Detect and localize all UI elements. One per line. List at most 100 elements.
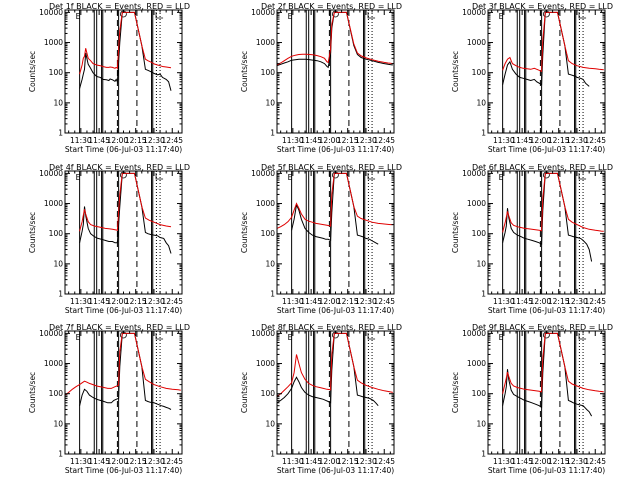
y-tick-label: 10 [265,419,275,428]
y-tick-label: 1000 [44,38,63,47]
panel-8: Det 8f BLACK = Events, RED = LLDE1101001… [240,323,402,475]
y-tick-label: 10 [53,419,63,428]
lld-series-line [65,332,181,396]
panel-7: Det 7f BLACK = Events, RED = LLDE1101001… [28,323,190,475]
start-glyph: E [288,173,293,182]
y-tick-label: 1 [270,129,275,138]
panel-1: Det 1f BLACK = Events, RED = LLDE1101001… [28,2,190,154]
start-glyph: E [288,12,293,21]
x-tick-label: 11:30 [70,136,92,145]
x-tick-label: 11:45 [88,457,110,466]
series-group [277,332,393,407]
y-axis: 1 10 100 1000 10000 [462,169,605,299]
plot-frame [64,170,183,295]
y-tick-label: 10000 [251,169,275,178]
y-tick-label: 10 [265,259,275,268]
y-tick-label: 1 [270,450,275,459]
time-markers [291,171,373,294]
x-tick-label: 12:45 [584,457,606,466]
lld-series-line [277,11,393,66]
start-glyph: E [499,12,504,21]
bracket-glyph [155,333,164,340]
lld-series-line [277,332,393,397]
x-tick-label: 12:15 [548,457,570,466]
y-tick-label: 10 [265,98,275,107]
y-tick-label: 10000 [462,8,486,17]
lld-series-line [277,172,393,229]
x-tick-label: 12:45 [584,136,606,145]
start-glyph: E [76,12,81,21]
x-axis-label: Start Time (06-Jul-03 11:17:40) [277,466,394,475]
x-tick-label: 12:15 [337,136,359,145]
x-tick-label: 12:45 [373,297,395,306]
y-tick-label: 1000 [467,199,486,208]
start-glyph: E [499,173,504,182]
series-group [79,11,172,91]
y-axis-label: Counts/sec [240,372,249,413]
y-axis-label: Counts/sec [28,372,37,413]
y-tick-label: 1 [58,290,63,299]
events-series-line [79,11,172,91]
events-series-line [79,172,172,254]
x-tick-label: 12:15 [125,457,147,466]
x-axis-label: Start Time (06-Jul-03 11:17:40) [277,145,394,154]
y-tick-label: 1000 [256,38,275,47]
plot-frame [276,170,395,295]
events-series-line [277,11,393,69]
x-tick-label: 12:00 [530,136,552,145]
lld-series-line [502,172,604,233]
x-tick-label: 11:30 [70,297,92,306]
x-tick-label: 12:00 [530,297,552,306]
x-tick-label: 12:15 [337,457,359,466]
x-tick-label: 12:30 [143,136,165,145]
x-axis-label: Start Time (06-Jul-03 11:17:40) [65,145,182,154]
x-tick-label: 11:30 [282,297,304,306]
y-tick-label: 100 [261,68,276,77]
bracket-glyph [367,333,376,340]
x-tick-label: 11:45 [88,136,110,145]
y-axis: 1 10 100 1000 10000 [39,8,182,138]
x-tick-label: 11:45 [300,297,322,306]
x-tick-label: 12:15 [125,136,147,145]
x-tick-label: 12:30 [355,457,377,466]
series-group [79,172,172,254]
x-axis-label: Start Time (06-Jul-03 11:17:40) [65,306,182,315]
y-axis-label: Counts/sec [28,212,37,253]
panel-6: Det 6f BLACK = Events, RED = LLDE1101001… [451,163,613,315]
panel-title: Det 3f BLACK = Events, RED = LLD [472,2,613,11]
time-markers [291,10,373,133]
events-series-line [277,332,379,407]
y-tick-label: 10000 [251,8,275,17]
lld-series-line [502,11,604,73]
panel-2: Det 2f BLACK = Events, RED = LLDE1101001… [240,2,402,154]
x-tick-label: 12:15 [337,297,359,306]
y-axis-label: Counts/sec [240,51,249,92]
y-tick-label: 10 [476,259,486,268]
x-tick-label: 11:30 [493,297,515,306]
y-tick-label: 1000 [44,359,63,368]
panel-title: Det 8f BLACK = Events, RED = LLD [261,323,402,332]
events-series-line [502,332,593,417]
x-tick-label: 12:30 [355,297,377,306]
x-tick-label: 12:45 [373,136,395,145]
start-glyph: E [76,173,81,182]
x-tick-label: 12:15 [548,136,570,145]
series-group [502,332,604,417]
x-tick-label: 11:30 [493,457,515,466]
x-tick-label: 11:45 [88,297,110,306]
x-tick-label: 12:00 [530,457,552,466]
time-markers [502,331,584,454]
y-axis-label: Counts/sec [451,372,460,413]
y-tick-label: 10 [476,419,486,428]
y-axis-label: Counts/sec [240,212,249,253]
series-group [65,332,181,410]
y-tick-label: 1 [58,129,63,138]
panel-title: Det 7f BLACK = Events, RED = LLD [49,323,190,332]
x-tick-label: 12:30 [566,297,588,306]
y-tick-label: 10000 [462,329,486,338]
y-tick-label: 100 [472,68,487,77]
